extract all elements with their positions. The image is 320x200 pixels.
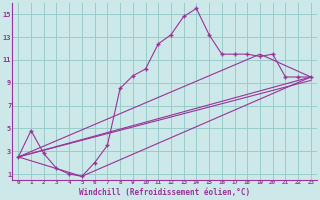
- X-axis label: Windchill (Refroidissement éolien,°C): Windchill (Refroidissement éolien,°C): [79, 188, 250, 197]
